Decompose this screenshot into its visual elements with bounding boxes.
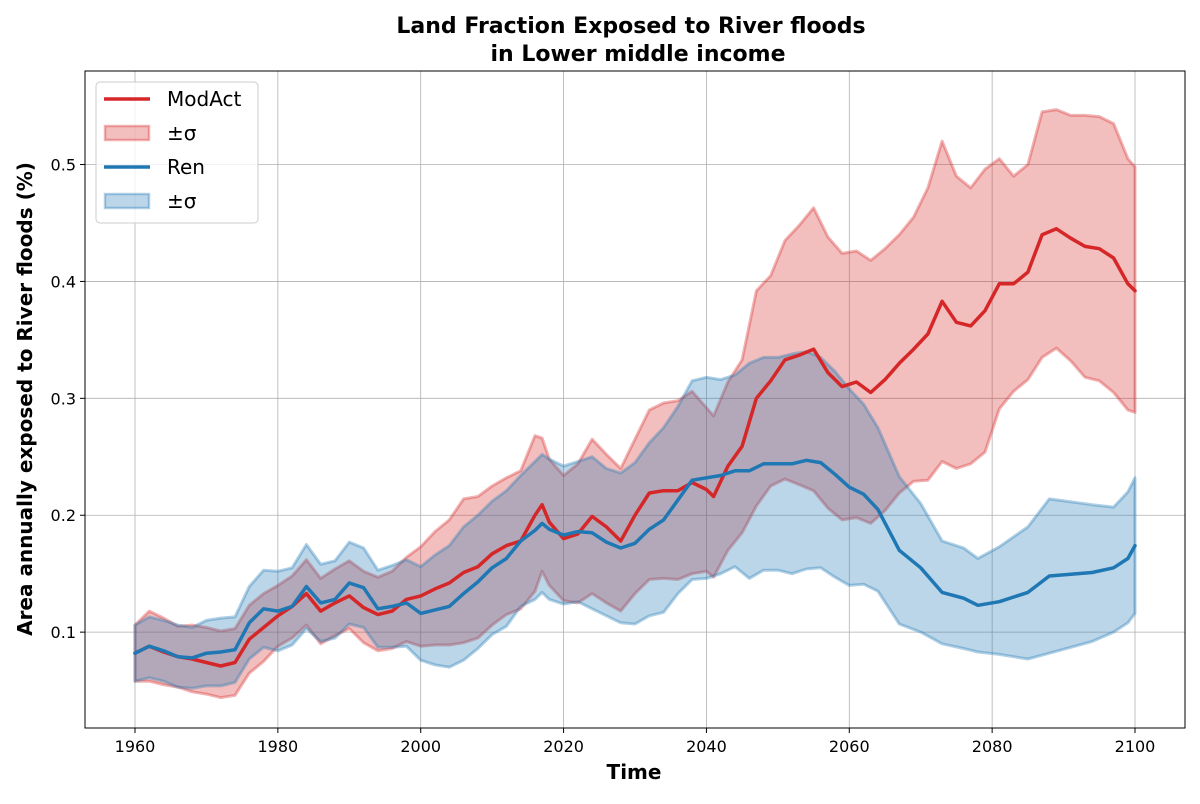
modact-sigma-band [133, 108, 1137, 700]
x-tick-label: 1960 [115, 737, 156, 756]
y-tick-label: 0.2 [51, 506, 76, 525]
legend: ModAct ±σ Ren ±σ [95, 81, 259, 224]
x-tick-label: 2100 [1115, 737, 1156, 756]
ren-sigma-band [133, 350, 1137, 690]
x-tick-label: 2060 [829, 737, 870, 756]
y-axis-label: Area annually exposed to River floods (%… [13, 162, 37, 636]
ren-line [133, 458, 1137, 660]
y-tick-label: 0.3 [51, 389, 76, 408]
x-axis-label: Time [607, 760, 662, 784]
y-tick-label: 0.5 [51, 156, 76, 175]
y-tick-label: 0.1 [51, 623, 76, 642]
grid [85, 71, 1185, 728]
x-tick-label: 2020 [543, 737, 584, 756]
series-lines [133, 227, 1137, 668]
x-tick-label: 2000 [400, 737, 441, 756]
plot-frame [84, 70, 1186, 729]
legend-label: ±σ [167, 189, 197, 213]
x-tick-label: 2080 [972, 737, 1013, 756]
legend-label: Ren [167, 155, 205, 179]
x-tick-label: 1980 [257, 737, 298, 756]
chart-title-line-2: in Lower middle income [490, 42, 785, 67]
legend-box [95, 81, 259, 224]
y-tick-label: 0.4 [51, 272, 76, 291]
chart-title-line-1: Land Fraction Exposed to River floods [396, 14, 865, 39]
legend-label: ±σ [167, 121, 197, 145]
x-tick-label: 2040 [686, 737, 727, 756]
legend-modact-band-swatch [103, 124, 151, 142]
axis-ticks: 1960 1980 2000 2020 2040 2060 2080 2100 0.1 0.2 0.… [51, 156, 1156, 756]
modact-line [133, 227, 1137, 668]
legend-label: ModAct [167, 87, 242, 111]
legend-ren-band-swatch [103, 192, 151, 210]
uncertainty-bands [133, 108, 1137, 700]
